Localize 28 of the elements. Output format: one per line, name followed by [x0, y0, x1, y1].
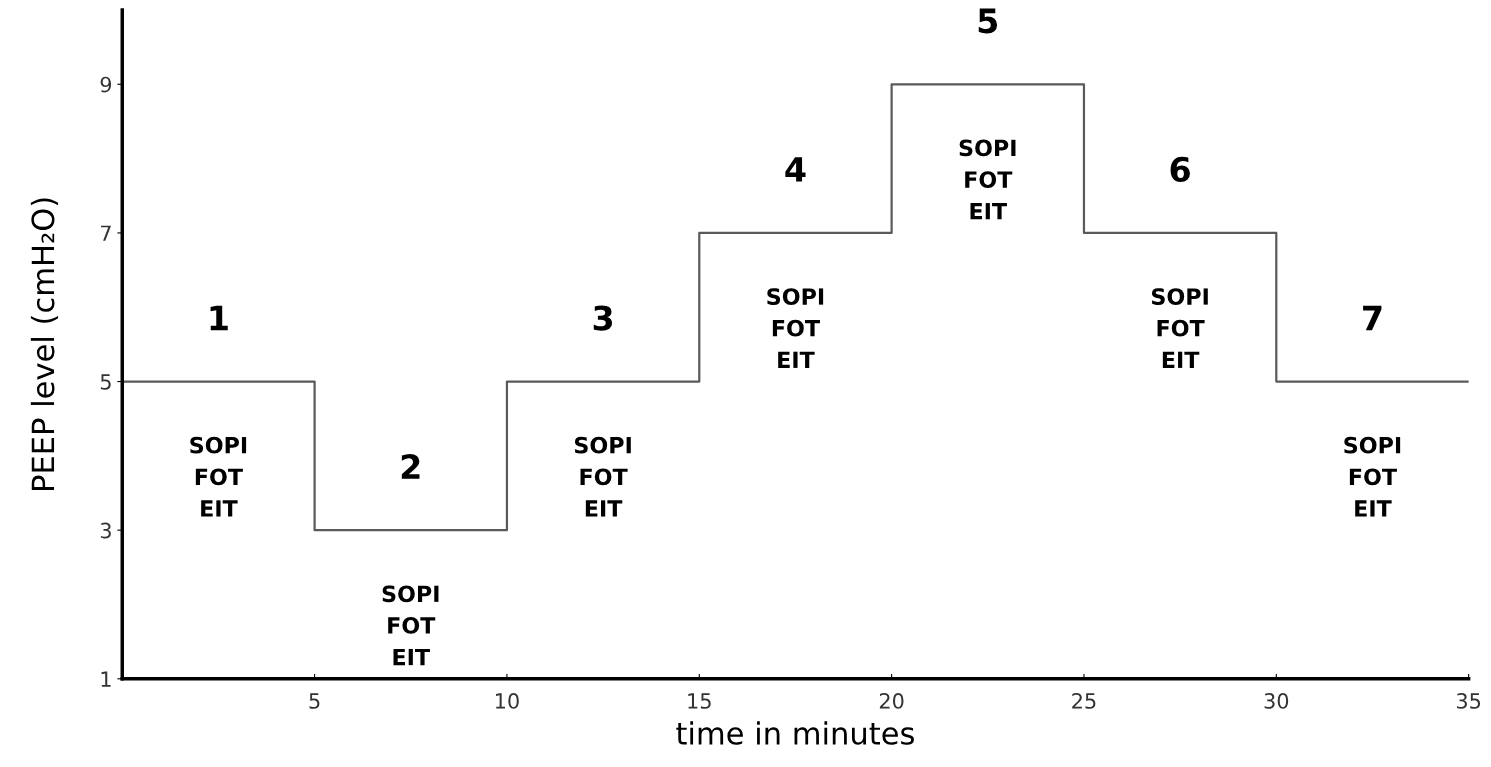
x-tick-label: 35	[1456, 693, 1481, 709]
annotation: SOPI FOT EIT	[767, 288, 824, 368]
x-tick-label: 5	[309, 693, 320, 709]
annotation: 3	[593, 305, 613, 331]
annotation: SOPI FOT EIT	[574, 436, 631, 517]
x-tick-label: 20	[879, 693, 904, 709]
y-tick-label: 7	[100, 225, 111, 241]
annotation: 2	[401, 454, 420, 479]
annotation: 4	[785, 157, 806, 182]
x-tick-label: 10	[495, 693, 519, 709]
annotation: SOPI FOT EIT	[382, 585, 439, 666]
x-tick-label: 25	[1072, 693, 1096, 709]
annotation: 1	[210, 305, 228, 331]
annotation: SOPI FOT EIT	[1151, 288, 1208, 368]
y-tick-label: 3	[100, 522, 111, 539]
y-tick-label: 9	[100, 76, 112, 93]
annotation: 7	[1363, 305, 1382, 331]
y-tick-label: 1	[101, 671, 111, 687]
x-axis-title: time in minutes	[676, 721, 914, 745]
y-tick-label: 5	[100, 374, 111, 390]
annotation: SOPI FOT EIT	[190, 436, 247, 517]
x-tick-label: 15	[688, 693, 711, 709]
annotation: SOPI FOT EIT	[1344, 436, 1401, 517]
x-tick-label: 30	[1264, 693, 1289, 709]
annotation: 5	[978, 8, 998, 34]
y-axis-title: PEEP level (cmH₂O)	[30, 198, 59, 490]
annotation: 6	[1170, 156, 1190, 183]
annotation: SOPI FOT EIT	[959, 139, 1016, 220]
